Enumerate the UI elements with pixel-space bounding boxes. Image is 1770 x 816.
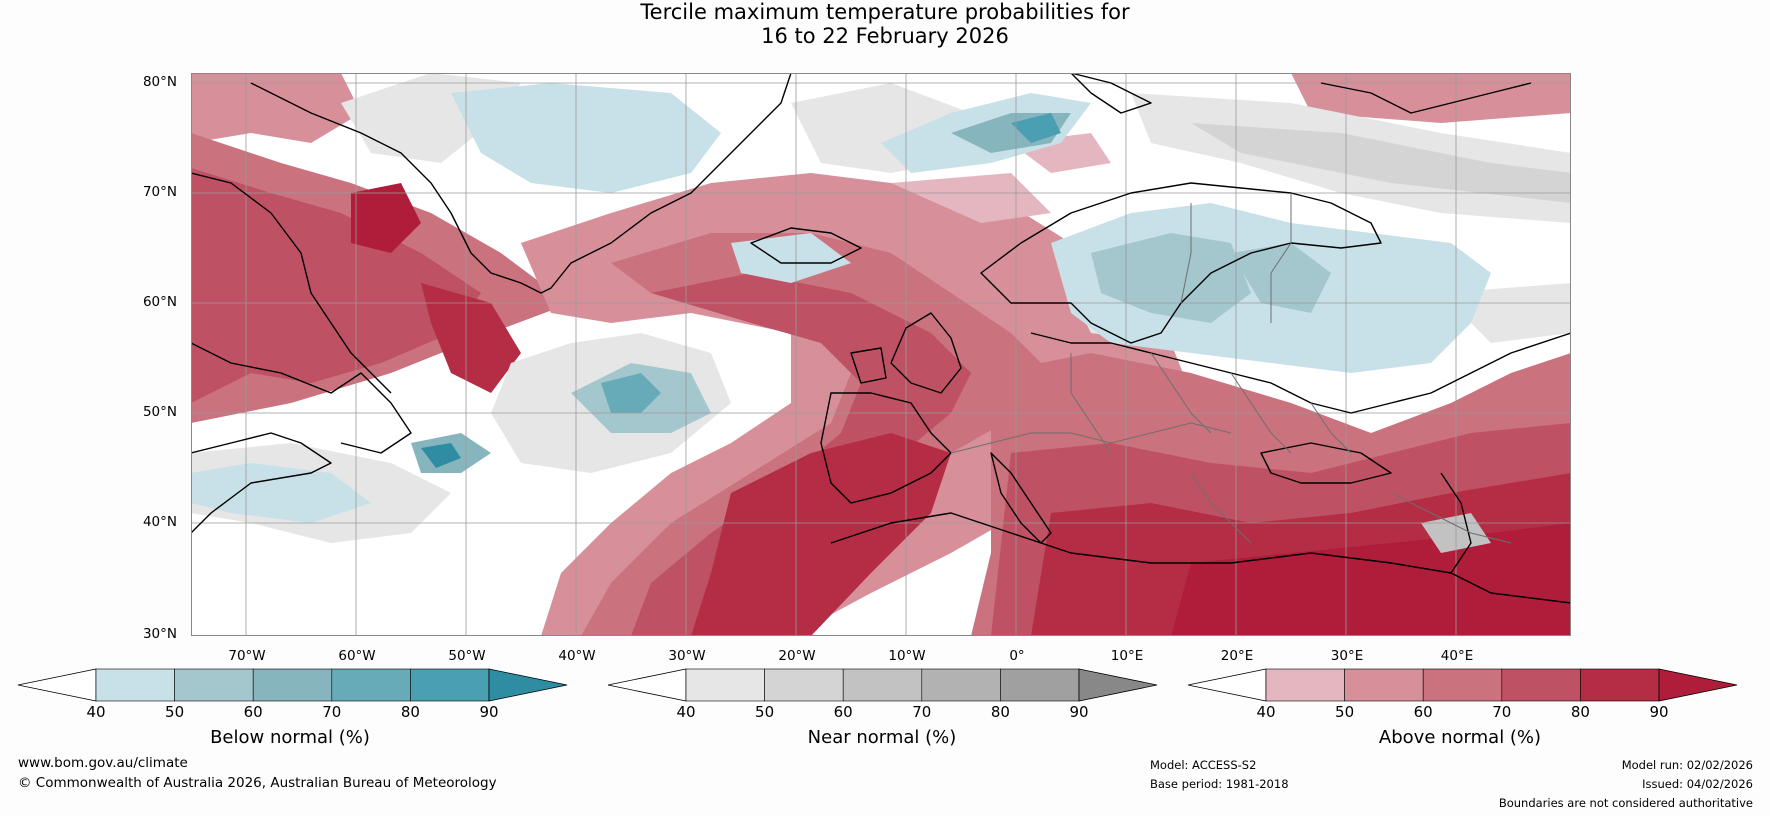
- colorbar-below-tick: 60: [243, 703, 263, 721]
- country-borders: [950, 193, 1512, 544]
- colorbar-near-segment: [842, 668, 923, 702]
- lat-label-50n: 50°N: [142, 404, 177, 420]
- lat-label-40n: 40°N: [142, 514, 177, 530]
- footer-issued: Issued: 04/02/2026: [1642, 777, 1753, 791]
- graticule: [191, 73, 1571, 636]
- colorbar-near-tick: 60: [833, 703, 853, 721]
- colorbar-above-tick: 70: [1492, 703, 1512, 721]
- probability-map-svg: [191, 73, 1571, 636]
- footer-website: www.bom.gov.au/climate: [18, 755, 188, 771]
- near-normal-shading: [191, 73, 1571, 553]
- lon-label-20w: 20°W: [778, 648, 816, 664]
- colorbar-above-segment: [1265, 668, 1345, 702]
- colorbar-label-near: Near normal (%): [807, 727, 957, 748]
- colorbar-above-tick: 80: [1570, 703, 1590, 721]
- footer-model-run: Model run: 02/02/2026: [1621, 758, 1753, 772]
- lon-label-20e: 20°E: [1220, 648, 1254, 664]
- colorbar-below-extend-low: [17, 668, 97, 702]
- colorbar-near-segment: [764, 668, 844, 702]
- colorbar-near-tick: 40: [676, 703, 696, 721]
- colorbar-below-segment: [174, 668, 254, 702]
- title-line-2: 16 to 22 February 2026: [761, 24, 1009, 48]
- colorbar-near-normal: [607, 668, 1158, 702]
- colorbar-below-extend-high: [488, 668, 568, 702]
- colorbar-near-segment: [685, 668, 765, 702]
- lon-label-30e: 30°E: [1330, 648, 1364, 664]
- colorbar-below-tick: 80: [400, 703, 420, 721]
- colorbar-above-extend-high: [1658, 668, 1738, 702]
- colorbar-above-tick: 50: [1335, 703, 1355, 721]
- colorbar-below-segment: [410, 668, 490, 702]
- colorbar-above-segment: [1344, 668, 1424, 702]
- lon-label-30w: 30°W: [668, 648, 706, 664]
- map-title: Tercile maximum temperature probabilitie…: [0, 0, 1770, 48]
- colorbar-near-tick: 50: [755, 703, 775, 721]
- colorbar-below-tick: 40: [86, 703, 106, 721]
- lon-label-60w: 60°W: [338, 648, 376, 664]
- lon-label-40e: 40°E: [1440, 648, 1474, 664]
- lon-label-0: 0°: [1009, 648, 1025, 664]
- colorbar-below-tick: 90: [479, 703, 499, 721]
- colorbar-above-segment: [1422, 668, 1503, 702]
- colorbar-below-segment: [331, 668, 411, 702]
- colorbar-above-extend-low: [1187, 668, 1267, 702]
- footer-disclaimer: Boundaries are not considered authoritat…: [1498, 796, 1753, 810]
- colorbars-svg: [17, 668, 1738, 702]
- colorbar-near-tick: 70: [912, 703, 932, 721]
- colorbar-above-tick: 90: [1649, 703, 1669, 721]
- colorbar-label-above: Above normal (%): [1378, 727, 1542, 748]
- lat-label-60n: 60°N: [142, 294, 177, 310]
- colorbar-below-segment: [252, 668, 333, 702]
- lat-label-70n: 70°N: [142, 184, 177, 200]
- colorbar-below-normal: [17, 668, 568, 702]
- colorbar-near-extend-low: [607, 668, 687, 702]
- footer-base-period: Base period: 1981-2018: [1150, 777, 1289, 791]
- colorbar-below-tick: 70: [322, 703, 342, 721]
- colorbar-near-tick: 90: [1069, 703, 1089, 721]
- lon-label-10w: 10°W: [888, 648, 926, 664]
- lon-label-50w: 50°W: [448, 648, 486, 664]
- lat-label-30n: 30°N: [142, 626, 177, 642]
- coastlines: [191, 73, 1571, 604]
- colorbar-near-tick: 80: [990, 703, 1010, 721]
- colorbar-above-segment: [1580, 668, 1660, 702]
- lat-label-80n: 80°N: [142, 74, 177, 90]
- title-line-1: Tercile maximum temperature probabilitie…: [640, 0, 1130, 24]
- colorbar-near-extend-high: [1078, 668, 1158, 702]
- probability-map: [191, 73, 1571, 636]
- footer-copyright: © Commonwealth of Australia 2026, Austra…: [18, 775, 497, 791]
- lon-label-40w: 40°W: [558, 648, 596, 664]
- colorbar-below-segment: [95, 668, 175, 702]
- lon-label-10e: 10°E: [1110, 648, 1144, 664]
- colorbar-label-below: Below normal (%): [210, 727, 370, 748]
- colorbar-above-normal: [1187, 668, 1738, 702]
- colorbar-above-segment: [1501, 668, 1581, 702]
- colorbar-above-tick: 40: [1256, 703, 1276, 721]
- colorbar-below-tick: 50: [165, 703, 185, 721]
- lon-label-70w: 70°W: [228, 648, 266, 664]
- footer-model: Model: ACCESS-S2: [1150, 758, 1257, 772]
- colorbar-above-tick: 60: [1413, 703, 1433, 721]
- colorbar-near-segment: [1000, 668, 1080, 702]
- colorbar-near-segment: [921, 668, 1001, 702]
